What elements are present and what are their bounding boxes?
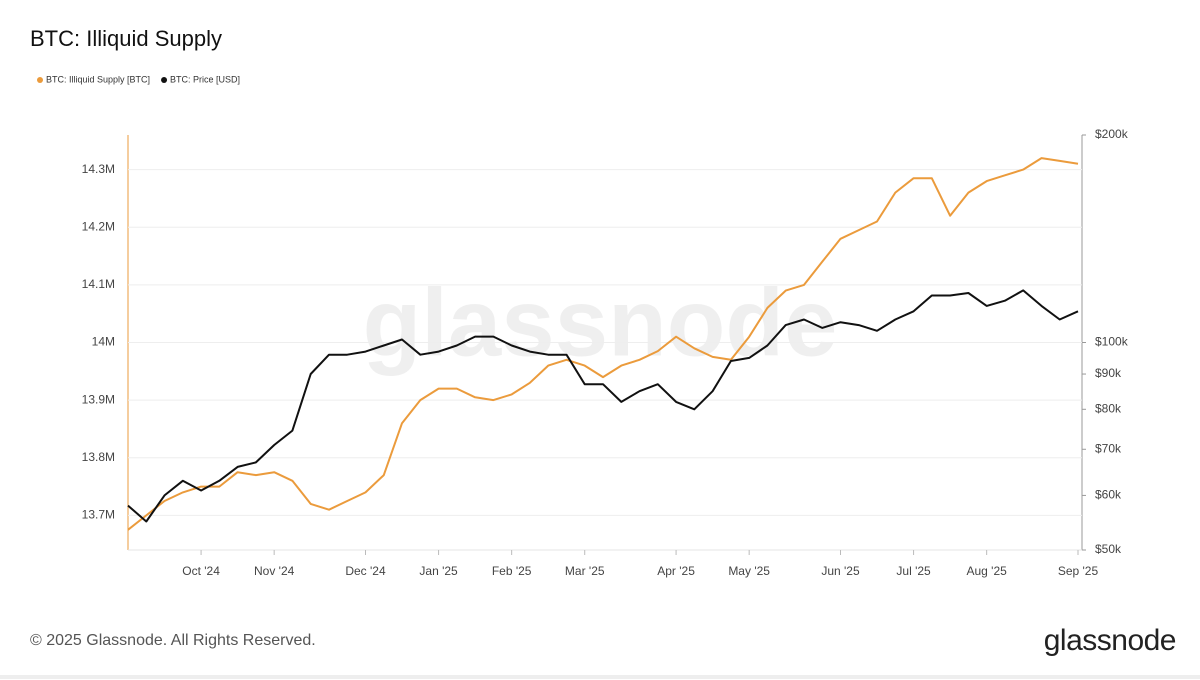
x-tick-label: Feb '25	[492, 564, 532, 578]
x-tick-label: Jan '25	[419, 564, 458, 578]
y2-tick-label: $50k	[1095, 542, 1122, 556]
y-tick-label: 13.9M	[82, 392, 115, 406]
x-tick-label: Dec '24	[345, 564, 386, 578]
x-tick-label: Mar '25	[565, 564, 605, 578]
y2-tick-label: $80k	[1095, 401, 1122, 415]
chart-title: BTC: Illiquid Supply	[30, 26, 222, 51]
y2-tick-label: $70k	[1095, 441, 1122, 455]
x-tick-label: Sep '25	[1058, 564, 1099, 578]
x-tick-label: Aug '25	[966, 564, 1007, 578]
y-tick-label: 13.7M	[82, 508, 115, 522]
y-tick-label: 13.8M	[82, 450, 115, 464]
series-line	[127, 289, 1079, 523]
series-line	[127, 157, 1079, 531]
x-tick-label: Apr '25	[657, 564, 695, 578]
legend-marker	[37, 77, 43, 83]
y2-tick-label: $90k	[1095, 366, 1122, 380]
watermark: glassnode	[363, 269, 838, 376]
y2-tick-label: $200k	[1095, 127, 1129, 141]
y2-tick-label: $100k	[1095, 335, 1129, 349]
y-tick-label: 14M	[92, 335, 115, 349]
x-tick-label: May '25	[728, 564, 770, 578]
y-tick-label: 14.3M	[82, 162, 115, 176]
x-tick-label: Jun '25	[821, 564, 860, 578]
y-tick-label: 14.2M	[82, 219, 115, 233]
x-tick-label: Nov '24	[254, 564, 295, 578]
legend-label: BTC: Illiquid Supply [BTC]	[46, 74, 150, 84]
x-tick-label: Oct '24	[182, 564, 220, 578]
legend-label: BTC: Price [USD]	[170, 74, 240, 84]
x-tick-label: Jul '25	[896, 564, 931, 578]
y2-tick-label: $60k	[1095, 488, 1122, 502]
logo: glassnode	[1044, 624, 1176, 657]
legend-marker	[161, 77, 168, 83]
copyright: © 2025 Glassnode. All Rights Reserved.	[30, 632, 316, 649]
y-tick-label: 14.1M	[82, 277, 115, 291]
